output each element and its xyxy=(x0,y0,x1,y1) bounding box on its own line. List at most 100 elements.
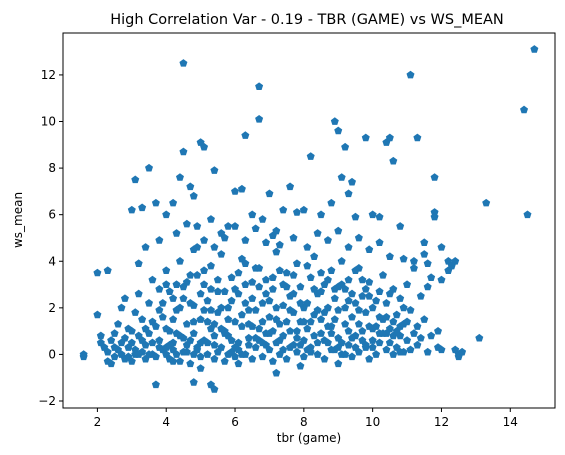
data-point xyxy=(200,236,209,244)
data-point xyxy=(337,280,346,288)
data-point xyxy=(265,189,274,198)
data-point xyxy=(317,329,326,337)
y-tick-label: 10 xyxy=(41,115,56,129)
data-point xyxy=(330,315,339,323)
data-point xyxy=(272,315,281,323)
data-point xyxy=(182,219,191,228)
data-point xyxy=(162,266,171,274)
data-point xyxy=(399,303,408,312)
data-point xyxy=(520,105,529,114)
data-point xyxy=(434,326,443,335)
data-point xyxy=(265,296,274,305)
data-point xyxy=(217,303,226,312)
data-point xyxy=(203,350,212,358)
data-point xyxy=(372,296,381,305)
data-point xyxy=(210,243,219,251)
data-point xyxy=(382,312,391,321)
data-point xyxy=(385,324,394,333)
data-point xyxy=(244,340,253,349)
data-point xyxy=(224,315,233,323)
data-point xyxy=(110,352,119,361)
data-point xyxy=(234,359,243,368)
data-point xyxy=(241,131,250,139)
data-point xyxy=(251,333,260,342)
data-point xyxy=(206,215,215,223)
data-point xyxy=(348,312,356,321)
data-point xyxy=(231,285,240,293)
data-point xyxy=(231,317,240,326)
data-point xyxy=(196,364,205,372)
data-point xyxy=(282,282,291,291)
data-point xyxy=(310,285,319,293)
data-point xyxy=(396,294,405,302)
data-point xyxy=(145,163,154,172)
data-point xyxy=(403,317,412,326)
data-point xyxy=(344,326,353,335)
data-point xyxy=(138,203,147,212)
data-point xyxy=(189,329,198,337)
data-point xyxy=(337,338,346,347)
data-point xyxy=(196,315,205,323)
data-point xyxy=(265,329,274,337)
data-point xyxy=(258,338,267,347)
data-point xyxy=(420,238,429,247)
data-point xyxy=(241,259,250,267)
data-point xyxy=(182,278,191,286)
data-point xyxy=(179,147,188,156)
y-axis-ticks: −2 0 2 4 6 8 10 12 xyxy=(38,68,63,408)
data-point xyxy=(279,345,288,354)
data-point xyxy=(179,347,188,356)
data-point xyxy=(296,282,305,291)
x-tick-label: 8 xyxy=(300,415,308,429)
data-point xyxy=(306,273,315,281)
data-point xyxy=(351,298,360,307)
data-point xyxy=(231,343,240,351)
data-point xyxy=(162,350,171,358)
data-point xyxy=(138,315,147,323)
data-point xyxy=(189,350,198,358)
data-point xyxy=(313,305,322,314)
data-point xyxy=(275,266,284,274)
data-point xyxy=(323,303,332,312)
chart-title: High Correlation Var - 0.19 - TBR (GAME)… xyxy=(110,12,504,28)
data-point xyxy=(175,357,184,365)
data-point xyxy=(217,343,226,351)
data-point xyxy=(327,345,336,354)
data-point xyxy=(375,312,384,321)
data-point xyxy=(182,319,191,328)
data-point xyxy=(358,336,367,344)
data-point xyxy=(317,268,326,277)
data-point xyxy=(292,326,301,335)
data-point xyxy=(172,229,181,237)
data-point xyxy=(348,289,356,298)
data-point xyxy=(382,329,391,337)
data-point xyxy=(282,317,291,326)
data-point xyxy=(413,340,422,349)
data-point xyxy=(148,317,157,326)
data-point xyxy=(344,243,353,251)
data-point xyxy=(365,245,374,254)
data-point xyxy=(244,333,253,342)
x-tick-label: 6 xyxy=(231,415,239,429)
data-point xyxy=(151,198,160,207)
data-point xyxy=(279,331,288,340)
data-point xyxy=(530,45,539,53)
data-point xyxy=(213,347,222,356)
data-point xyxy=(237,254,246,263)
data-point xyxy=(344,340,353,349)
data-point xyxy=(227,273,236,281)
data-point xyxy=(275,240,284,249)
data-point xyxy=(127,338,136,347)
data-point xyxy=(396,347,405,356)
data-point xyxy=(365,292,374,300)
data-point xyxy=(313,350,322,358)
data-point xyxy=(175,257,184,265)
data-point xyxy=(358,326,367,335)
data-point xyxy=(155,336,164,344)
data-point xyxy=(275,336,284,344)
data-point xyxy=(427,331,436,340)
data-point xyxy=(437,243,446,251)
data-point xyxy=(323,236,332,244)
data-point xyxy=(189,245,198,254)
data-point xyxy=(231,352,240,361)
